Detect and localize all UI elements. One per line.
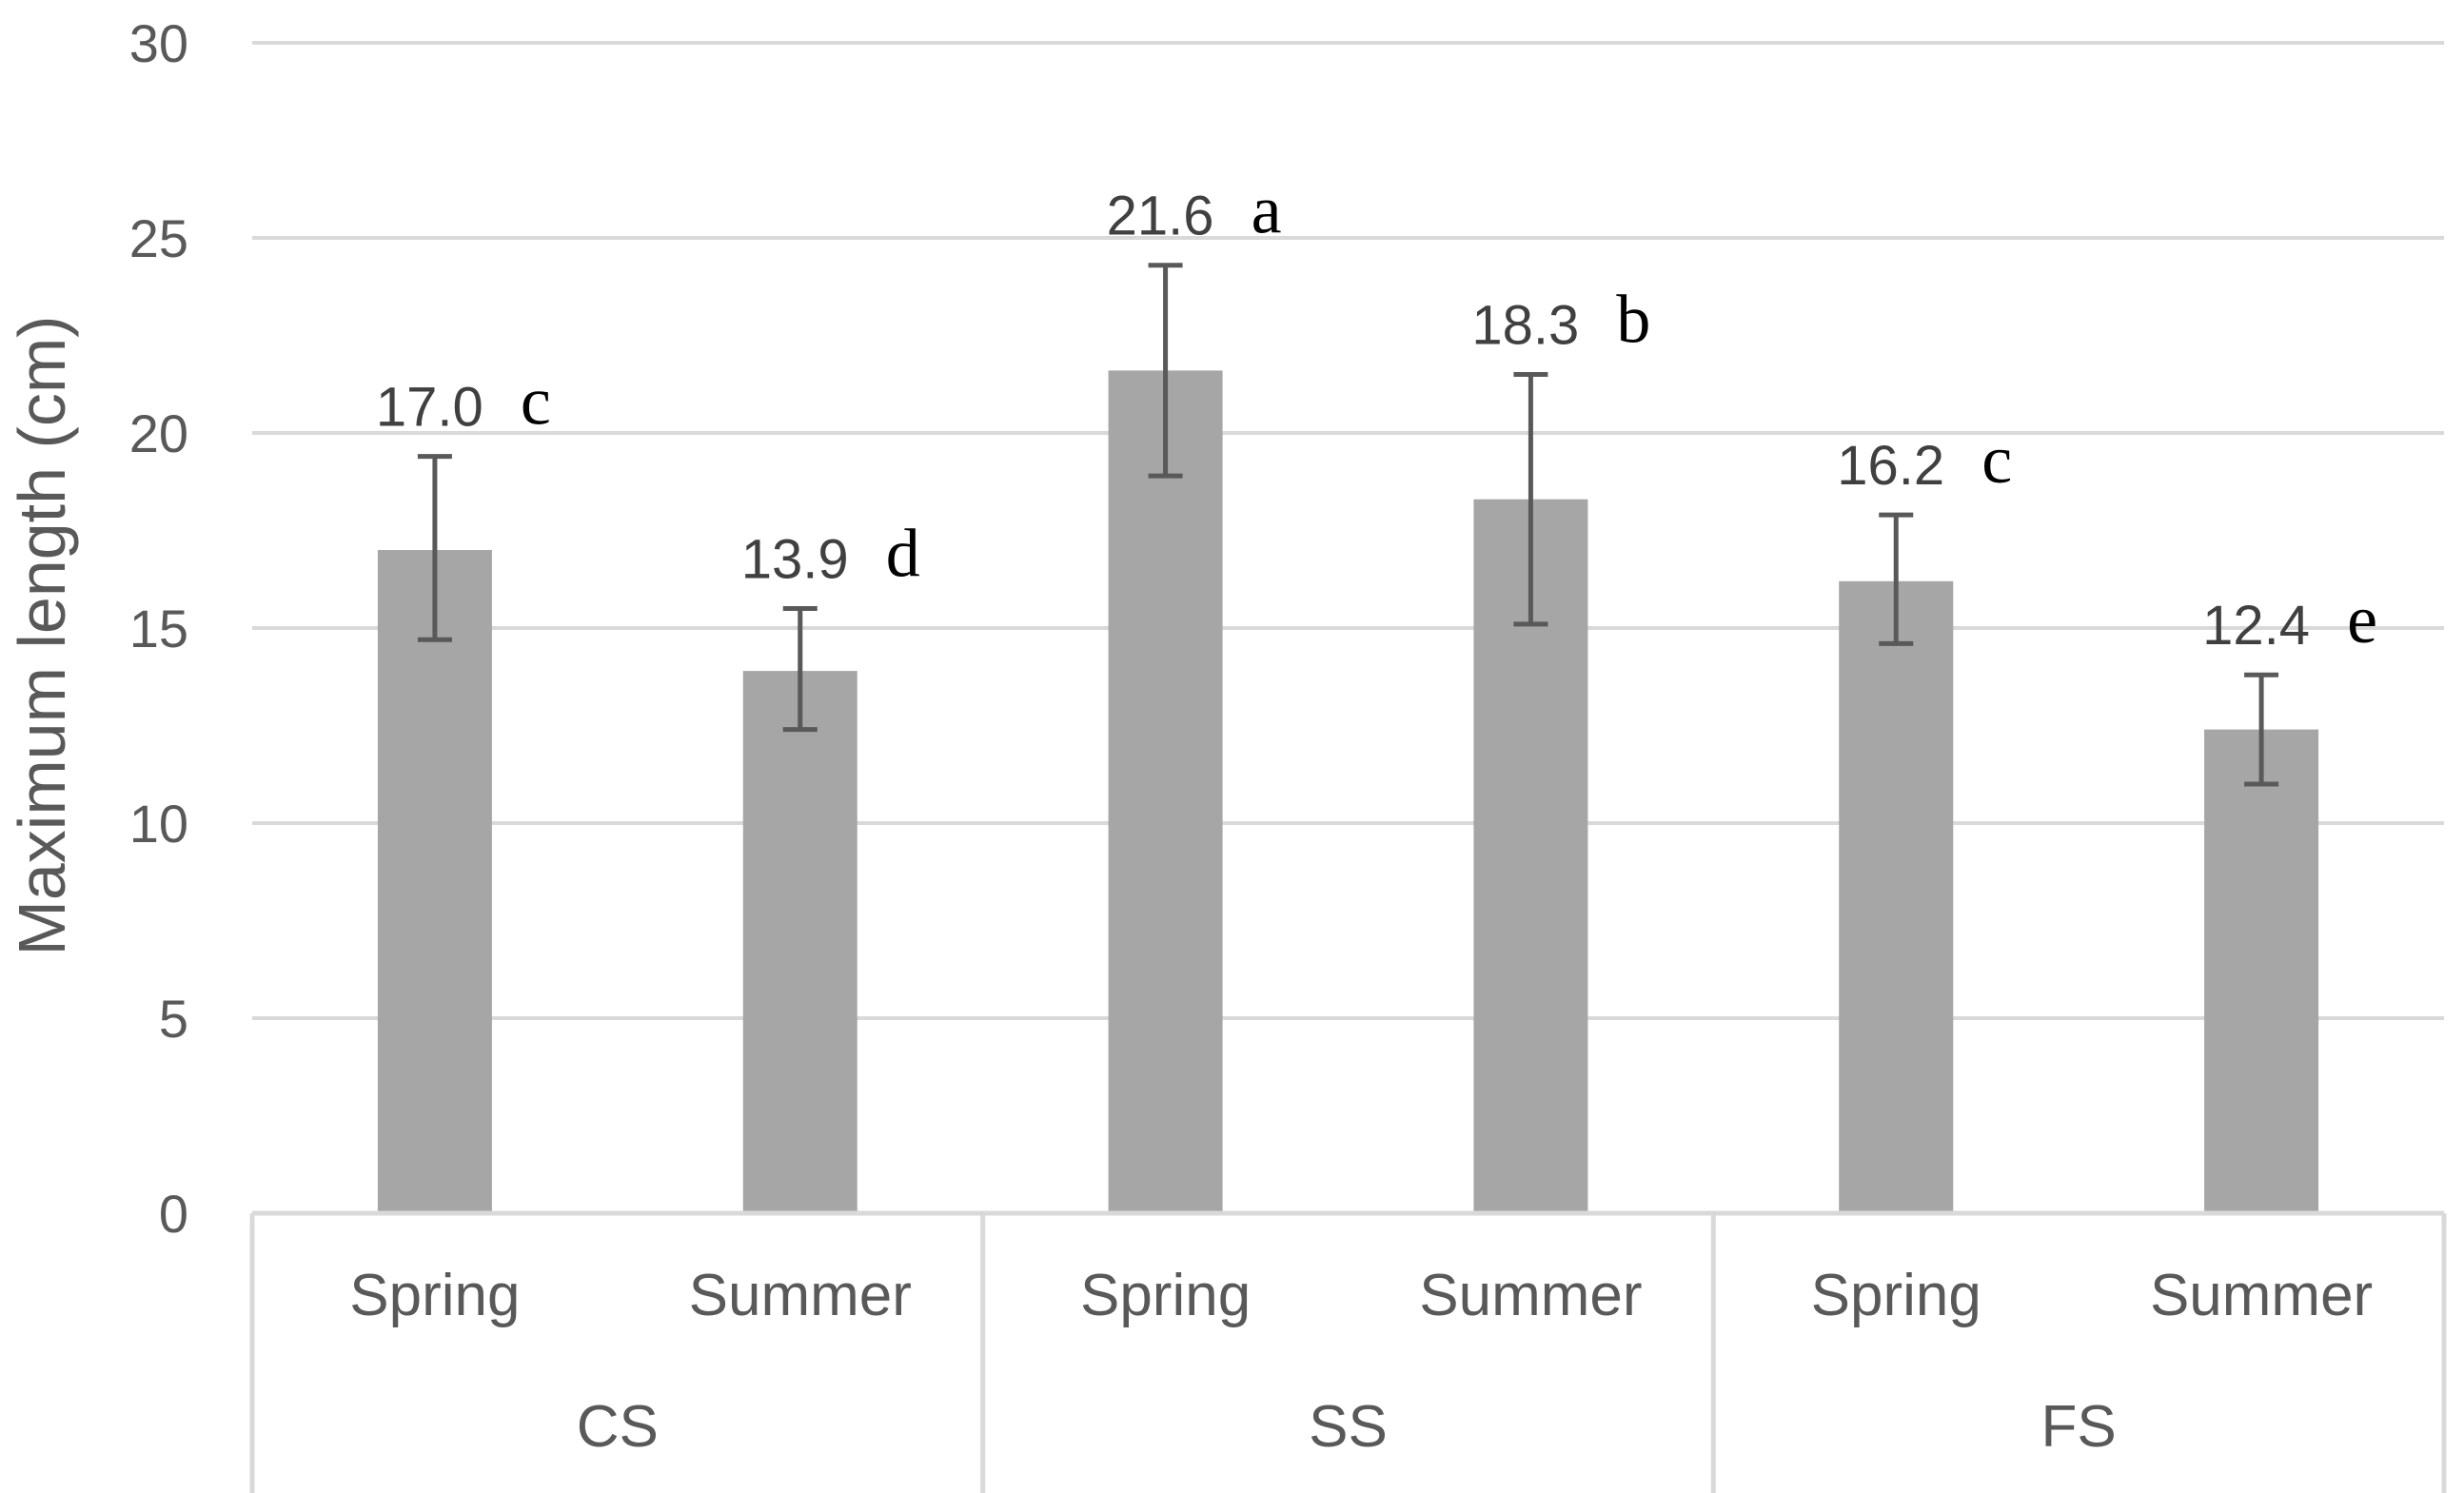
bar	[1839, 580, 1954, 1213]
y-axis-title: Maximum length (cm)	[5, 316, 79, 956]
y-tick-label: 0	[159, 1184, 188, 1244]
x-tick-label: Spring	[1080, 1263, 1251, 1328]
group-label: CS	[577, 1394, 659, 1460]
data-label: 13.9	[741, 529, 849, 591]
significance-letter: d	[886, 516, 920, 592]
x-axis: Spring Summer CS Spring Summer SS Spring Summer…	[249, 1210, 2447, 1493]
x-tick-label: Summer	[689, 1263, 912, 1328]
data-label: 12.4	[2202, 595, 2310, 657]
bar	[2204, 729, 2319, 1213]
bar	[742, 671, 857, 1213]
data-label: 17.0	[376, 377, 483, 439]
y-tick-label: 20	[129, 403, 188, 463]
significance-letter: c	[1981, 422, 2012, 498]
y-tick-label: 30	[129, 13, 188, 73]
y-tick-label: 15	[129, 599, 188, 658]
group-label: FS	[2041, 1394, 2117, 1460]
significance-letter: a	[1252, 172, 1282, 248]
bars: 17.0 c 13.9 d 21.6 a 18.3 b 16.2 c 12.4 e	[376, 172, 2377, 1213]
data-label: 18.3	[1471, 295, 1579, 357]
gridlines	[252, 41, 2444, 1020]
y-tick-label: 25	[129, 208, 188, 268]
significance-letter: b	[1616, 282, 1650, 358]
data-label: 16.2	[1837, 435, 1944, 497]
y-tick-label: 10	[129, 794, 188, 854]
significance-letter: e	[2347, 581, 2377, 658]
x-tick-label: Spring	[349, 1263, 520, 1328]
data-label: 21.6	[1107, 186, 1214, 247]
x-tick-label: Summer	[2150, 1263, 2373, 1328]
significance-letter: c	[521, 363, 551, 440]
x-tick-label: Spring	[1811, 1263, 1981, 1328]
group-label: SS	[1309, 1394, 1388, 1460]
x-tick-label: Summer	[1419, 1263, 1642, 1328]
bar	[377, 550, 492, 1213]
bar	[1108, 370, 1223, 1213]
y-tick-label: 5	[159, 989, 188, 1049]
y-axis: 0 5 10 15 20 25 30	[129, 13, 188, 1244]
